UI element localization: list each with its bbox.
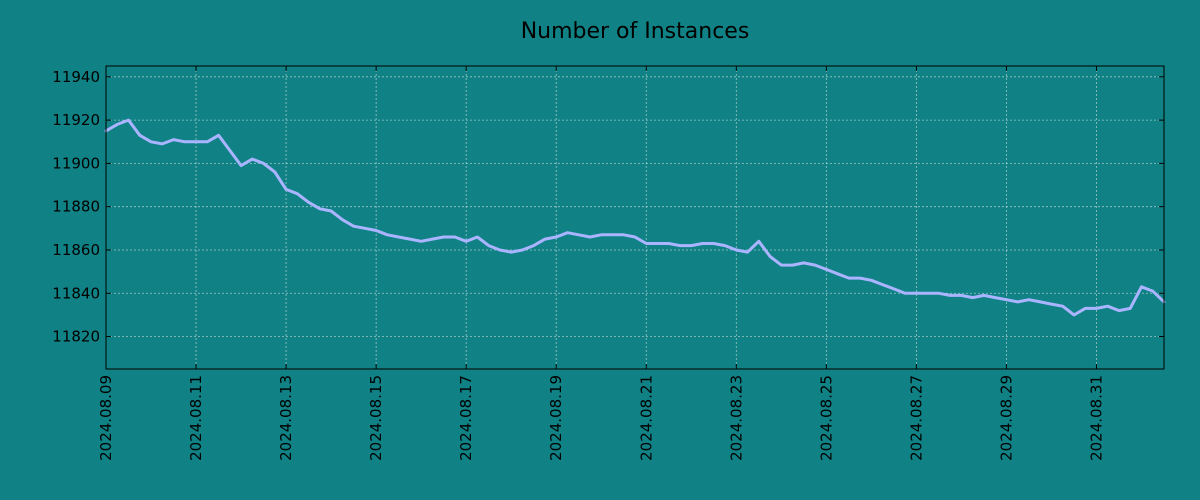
x-tick-label: 2024.08.19 [547,375,565,461]
x-tick-label: 2024.08.27 [907,375,925,461]
y-tick-label: 11820 [52,328,100,346]
chart-title: Number of Instances [521,19,750,44]
y-tick-label: 11920 [52,111,100,129]
plot-frame [105,65,1165,370]
x-tick-label: 2024.08.15 [367,375,385,461]
x-tick-label: 2024.08.13 [277,375,295,461]
series-layer [104,118,1166,317]
x-tick-label: 2024.08.23 [727,375,745,461]
x-tick-label: 2024.08.31 [1087,375,1105,461]
x-tick-label: 2024.08.17 [457,375,475,461]
y-tick-label: 11840 [52,284,100,302]
x-tick-label: 2024.08.21 [637,375,655,461]
gridlines [105,66,1164,369]
y-tick-label: 11900 [52,154,100,172]
x-tick-label: 2024.08.25 [817,375,835,461]
x-axis: 2024.08.09 2024.08.11 2024.08.13 2024.08.15… [97,66,1105,461]
series-line [104,118,1166,317]
y-tick-label: 11940 [52,68,100,86]
x-tick-label: 2024.08.11 [187,375,205,461]
y-axis: 11820 11840 11860 11880 11900 11920 11940 [52,68,1164,346]
y-tick-label: 11880 [52,198,100,216]
y-tick-label: 11860 [52,241,100,259]
x-tick-label: 2024.08.09 [97,375,115,461]
x-tick-label: 2024.08.29 [997,375,1015,461]
